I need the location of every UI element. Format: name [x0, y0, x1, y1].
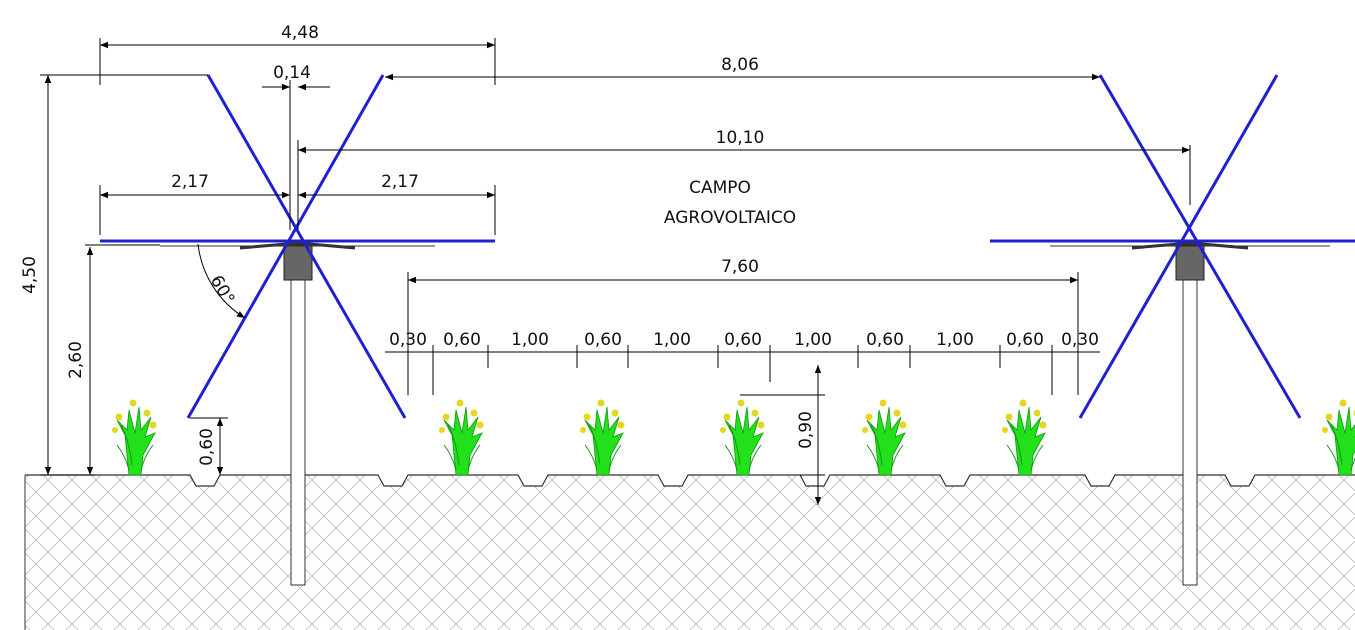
panel-tilt — [206, 74, 407, 419]
dim-label: 0,60 — [584, 330, 622, 350]
dim-label: 10,10 — [716, 128, 765, 148]
plant — [719, 399, 765, 476]
panel-tilt — [1078, 74, 1279, 419]
extension-lines — [99, 38, 496, 230]
dim-label: 4,50 — [20, 256, 40, 294]
plant — [1321, 399, 1355, 476]
dim-label: 2,60 — [66, 341, 86, 379]
plant — [579, 399, 625, 476]
tracker-head — [1175, 244, 1205, 281]
angle-arc — [197, 243, 246, 319]
dim-label: 0,60 — [724, 330, 762, 350]
post — [1182, 254, 1198, 586]
panel-tilt — [1098, 74, 1302, 419]
field-label: CAMPO — [689, 178, 751, 198]
dim-label: 2,17 — [171, 172, 209, 192]
dim-label: 8,06 — [721, 55, 759, 75]
plant — [861, 399, 907, 476]
dim-label: 1,00 — [936, 330, 974, 350]
dim-label: 0,60 — [443, 330, 481, 350]
post — [290, 254, 306, 586]
row-ticks — [432, 345, 1053, 395]
dim-label: 0,60 — [866, 330, 904, 350]
dim-label: 2,17 — [381, 172, 419, 192]
dim-label: 0,60 — [1006, 330, 1044, 350]
plant — [1001, 399, 1047, 476]
dim-label: 1,00 — [794, 330, 832, 350]
plant — [438, 399, 484, 476]
dim-label: 4,48 — [281, 23, 319, 43]
ground-fill — [25, 475, 1355, 630]
row-labels: 0,30 0,60 1,00 0,60 1,00 0,60 1,00 0,60 1,00 0,60… — [389, 330, 1099, 350]
dim-label: 0,30 — [1061, 330, 1099, 350]
field-label: AGROVOLTAICO — [664, 208, 796, 228]
panel-tilt — [186, 74, 385, 419]
dim-label: 1,00 — [653, 330, 691, 350]
dim-label: 7,60 — [721, 257, 759, 277]
ground — [24, 474, 1355, 630]
dimension-lines — [40, 38, 1191, 505]
dim-label: 0,90 — [796, 411, 816, 449]
angle-label: 60° — [206, 272, 238, 308]
dim-label: 0,14 — [273, 63, 311, 83]
plant — [111, 399, 157, 476]
dim-label: 1,00 — [511, 330, 549, 350]
dim-label: 0,60 — [197, 428, 217, 466]
dim-label: 0,30 — [389, 330, 427, 350]
panels — [100, 74, 1355, 419]
extension-lines — [407, 272, 1079, 395]
